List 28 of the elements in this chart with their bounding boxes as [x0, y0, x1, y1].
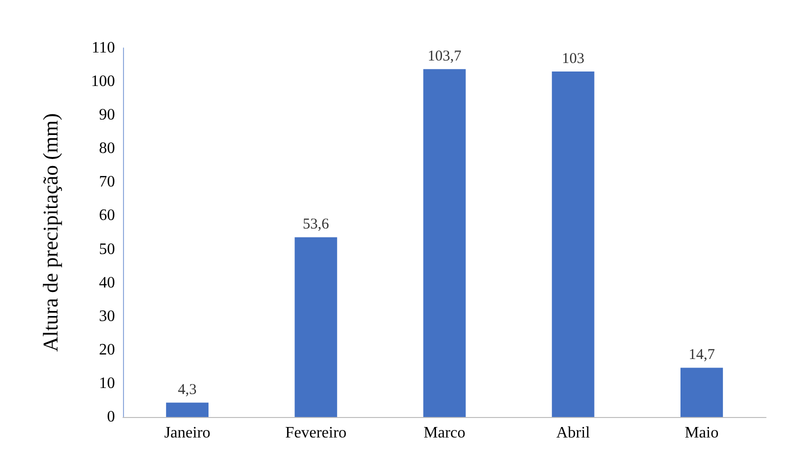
x-tick-label: Fevereiro [285, 424, 347, 442]
y-tick-label: 60 [99, 207, 115, 224]
y-tick-label: 80 [99, 140, 115, 158]
y-axis-title: Altura de precipitação (mm) [38, 113, 62, 352]
x-tick-label: Janeiro [164, 424, 210, 442]
y-tick-label: 40 [99, 274, 115, 292]
data-label: 103,7 [428, 48, 462, 65]
y-tick-label: 30 [99, 308, 115, 325]
bar [552, 71, 594, 417]
data-label: 4,3 [178, 382, 197, 398]
data-label: 103 [562, 50, 584, 67]
y-tick-label: 90 [99, 106, 115, 124]
y-tick-label: 20 [99, 341, 115, 358]
data-label: 53,6 [302, 216, 330, 233]
x-tick-label: Marco [424, 424, 466, 442]
y-tick-label: 110 [92, 40, 115, 56]
bar [294, 237, 338, 417]
y-tick-label: 100 [91, 73, 115, 90]
bar [680, 368, 723, 417]
bar [423, 69, 466, 417]
y-tick-label: 0 [107, 408, 115, 426]
y-tick-label: 70 [99, 174, 115, 191]
x-tick-label: Abril [556, 424, 591, 442]
y-tick-label: 50 [99, 240, 115, 258]
data-label: 14,7 [688, 347, 716, 364]
y-tick-label: 10 [99, 374, 115, 392]
bar [166, 402, 209, 417]
x-tick-label: Maio [684, 424, 719, 442]
